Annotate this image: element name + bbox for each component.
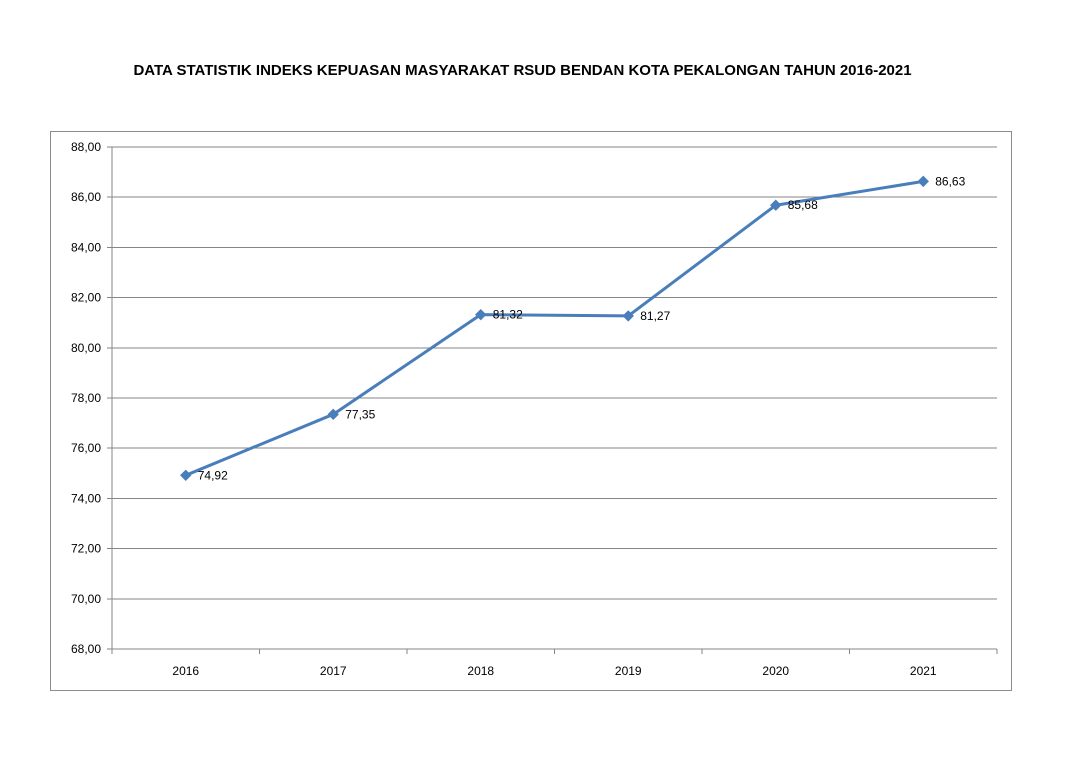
data-point-marker: [622, 310, 634, 322]
data-label: 86,63: [935, 174, 965, 188]
y-tick-label: 70,00: [71, 592, 101, 606]
y-tick-label: 86,00: [71, 190, 101, 204]
gridlines: [112, 146, 997, 600]
y-tick-label: 78,00: [71, 391, 101, 405]
y-tick-label: 74,00: [71, 491, 101, 505]
series-layer: 74,92 77,35 81,32 81,27 85,68 86,63: [180, 174, 966, 482]
data-label: 81,32: [493, 308, 523, 322]
y-tick-label: 82,00: [71, 291, 101, 305]
data-label: 85,68: [788, 198, 818, 212]
data-label: 77,35: [345, 407, 375, 421]
chart-area: 68,00 70,00 72,00 74,00 76,00 78,00 80,00 82,00…: [50, 131, 1012, 691]
y-tick-label: 72,00: [71, 542, 101, 556]
x-tick-label: 2021: [910, 664, 937, 678]
y-tick-label: 76,00: [71, 441, 101, 455]
x-tick-label: 2020: [762, 664, 789, 678]
x-tick-label: 2018: [467, 664, 494, 678]
data-label: 74,92: [198, 468, 228, 482]
y-axis-tick-labels: 68,00 70,00 72,00 74,00 76,00 78,00 80,00 82,00…: [71, 140, 101, 656]
y-tick-label: 80,00: [71, 341, 101, 355]
x-tick-label: 2019: [615, 664, 642, 678]
x-tick-label: 2017: [320, 664, 347, 678]
data-label: 81,27: [640, 309, 670, 323]
x-axis-tick-labels: 2016 2017 2018 2019 2020 2021: [172, 664, 937, 678]
y-tick-label: 88,00: [71, 140, 101, 154]
data-point-marker: [917, 175, 929, 188]
data-point-marker: [327, 408, 339, 421]
y-tick-label: 84,00: [71, 240, 101, 254]
data-point-marker: [475, 308, 487, 321]
y-tick-label: 68,00: [71, 642, 101, 656]
chart-title: DATA STATISTIK INDEKS KEPUASAN MASYARAKA…: [133, 62, 912, 79]
x-tick-label: 2016: [172, 664, 199, 678]
series-line: [184, 179, 925, 477]
data-point-marker: [770, 199, 782, 211]
line-chart: 68,00 70,00 72,00 74,00 76,00 78,00 80,00 82,00…: [71, 140, 998, 678]
axes: [107, 146, 998, 654]
data-point-marker: [180, 469, 192, 482]
